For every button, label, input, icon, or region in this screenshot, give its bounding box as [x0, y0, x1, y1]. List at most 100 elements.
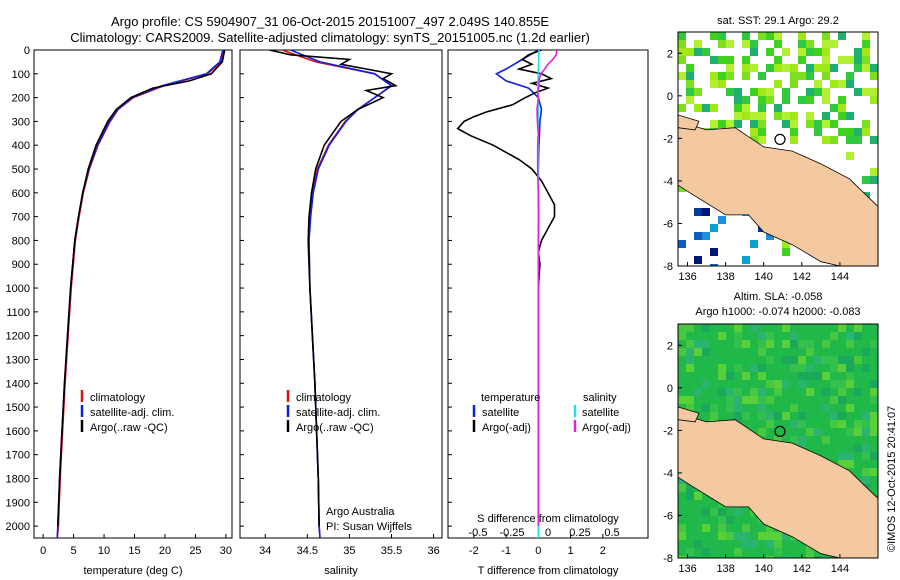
map-cell: [750, 120, 758, 128]
map-cell: [862, 56, 870, 64]
map-frame: [677, 31, 879, 267]
map-cell: [702, 348, 710, 356]
map-cell: [726, 40, 734, 48]
map-cell: [726, 56, 734, 64]
x-tick-label: 138: [716, 563, 734, 575]
map-frame: [677, 323, 879, 559]
map-cell: [702, 548, 710, 556]
map-cell: [742, 412, 750, 420]
y-tick-label: -6: [663, 510, 673, 522]
map-cell: [726, 72, 734, 80]
map-cell: [734, 532, 742, 540]
map-cell: [846, 404, 854, 412]
map-cell: [814, 120, 822, 128]
map-cell: [702, 232, 710, 240]
y-tick-label: 1100: [6, 307, 30, 319]
map-cell: [822, 112, 830, 120]
x-tick-label: 0: [535, 545, 541, 557]
map-cell: [774, 104, 782, 112]
credit-text: ©IMOS 12-Oct-2015 20:41:07: [886, 405, 898, 552]
map-cell: [742, 72, 750, 80]
map-cell: [838, 56, 846, 64]
map-cell: [854, 128, 862, 136]
map-cell: [734, 364, 742, 372]
map-cell: [806, 556, 814, 558]
map-cell: [750, 88, 758, 96]
map-cell: [814, 88, 822, 96]
map-cell: [838, 104, 846, 112]
map-cell: [822, 88, 830, 96]
map-cell: [734, 412, 742, 420]
map-cell: [742, 32, 750, 40]
map-cell: [862, 412, 870, 420]
map-cell: [870, 168, 878, 176]
map-cell: [846, 72, 854, 80]
map-cell: [678, 396, 686, 404]
map-cell: [822, 340, 830, 348]
map-cell: [798, 380, 806, 388]
y-tick-label: 400: [12, 140, 30, 152]
x-tick-label: 34: [259, 545, 271, 557]
y-tick-label: 1700: [6, 450, 30, 462]
map-cell: [702, 524, 710, 532]
map-cell: [870, 176, 878, 184]
map-cell: [830, 420, 838, 428]
map-cell: [814, 428, 822, 436]
map-cell: [678, 484, 686, 492]
map-cell: [846, 380, 854, 388]
y-tick-label: -8: [663, 553, 673, 565]
land-island: [678, 406, 700, 423]
map-cell: [790, 80, 798, 88]
y-tick-label: -8: [663, 261, 673, 273]
legend-label: satellite-adj. clim.: [296, 407, 380, 419]
x-axis-label: T difference from climatology: [478, 565, 619, 577]
y-tick-label: -2: [663, 133, 673, 145]
map-cell: [774, 56, 782, 64]
map-cell: [806, 428, 814, 436]
map-cell: [686, 556, 694, 558]
x-tick-label: 36: [427, 545, 439, 557]
map-cell: [846, 112, 854, 120]
map-cell: [790, 356, 798, 364]
x-tick-label: 142: [793, 563, 811, 575]
map-cell: [798, 40, 806, 48]
map-cell: [782, 556, 790, 558]
x-tick-label: 140: [755, 563, 773, 575]
argo-position-marker: [774, 133, 786, 146]
map-cell: [734, 88, 742, 96]
map-cell: [830, 64, 838, 72]
map-cell: [830, 380, 838, 388]
x-tick-label: 34.5: [297, 545, 318, 557]
map-title: Argo h1000: -0.074 h2000: -0.083: [695, 306, 860, 318]
map-cell: [686, 492, 694, 500]
map-cell: [790, 340, 798, 348]
map-cell: [790, 112, 798, 120]
map-cell: [678, 32, 686, 40]
map-cell: [750, 128, 758, 136]
map-cell: [718, 120, 726, 128]
map-cell: [822, 40, 830, 48]
map-cell: [782, 88, 790, 96]
y-tick-label: 300: [12, 116, 30, 128]
y-tick-label: 500: [12, 164, 30, 176]
map-cell: [694, 256, 702, 264]
map-cell: [854, 136, 862, 144]
map-cell: [678, 48, 686, 56]
legend-label: Argo(-adj): [482, 422, 531, 434]
map-cell: [726, 404, 734, 412]
map-cell: [806, 364, 814, 372]
x-tick-label: 25: [189, 545, 201, 557]
map-cell: [694, 348, 702, 356]
map-cell: [758, 112, 766, 120]
map-cell: [766, 340, 774, 348]
map-cell: [870, 380, 878, 388]
map-cell: [862, 428, 870, 436]
map-cell: [838, 96, 846, 104]
x-tick-label: 140: [755, 271, 773, 283]
land-island: [678, 114, 700, 131]
map-cell: [814, 372, 822, 380]
map-cell: [726, 88, 734, 96]
map-cell: [774, 112, 782, 120]
s-tick-label: -0.25: [499, 527, 524, 539]
map-cell: [678, 348, 686, 356]
